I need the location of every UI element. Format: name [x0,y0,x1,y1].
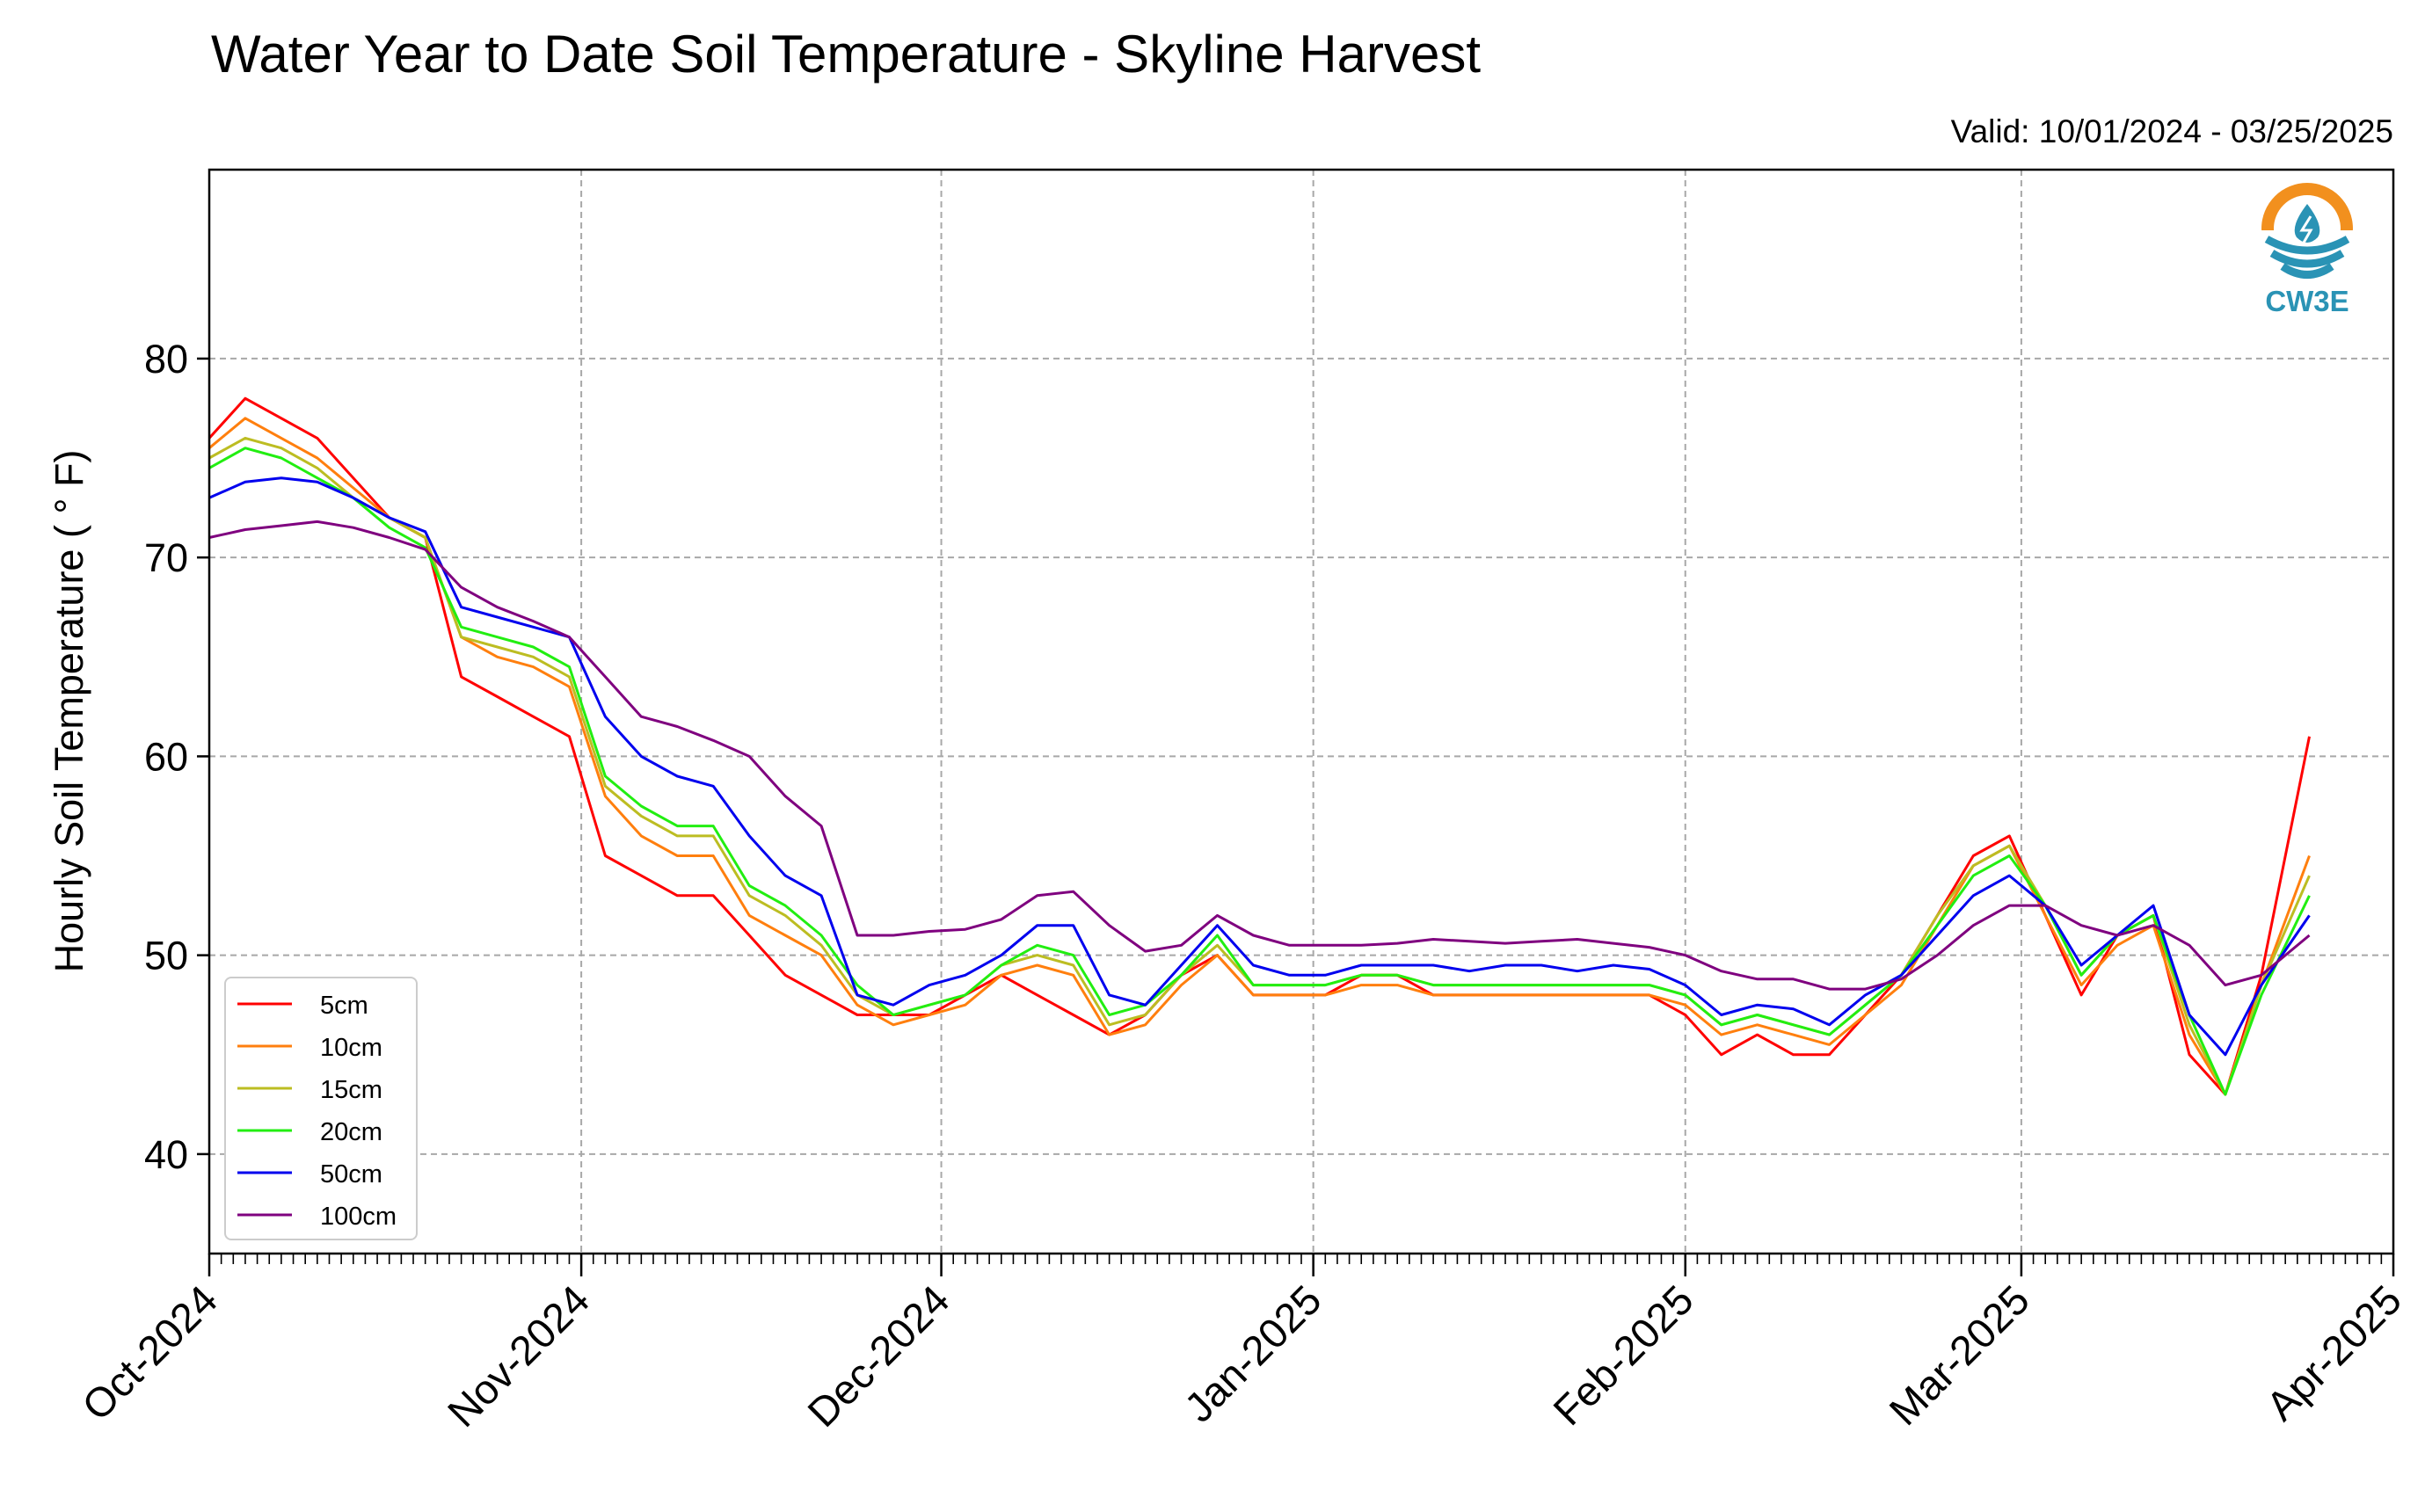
legend-label-100cm: 100cm [320,1203,397,1231]
y-tick-label: 40 [144,1132,188,1177]
cw3e-logo-icon [2261,183,2353,279]
chart-subtitle: Valid: 10/01/2024 - 03/25/2025 [1951,113,2393,149]
cw3e-logo: CW3E [2261,183,2353,317]
chart-title: Water Year to Date Soil Temperature - Sk… [211,25,1481,84]
series-line-100cm [208,520,2311,991]
legend-label-10cm: 10cm [320,1034,382,1062]
legend: 5cm 10cm 15cm 20cm 50cm 100cm [224,977,418,1240]
legend-label-15cm: 15cm [320,1076,382,1104]
cw3e-logo-text: CW3E [2265,285,2349,317]
y-tick-label: 70 [144,535,188,580]
y-tick-label: 50 [144,934,188,978]
series-line-50cm [208,476,2311,1057]
y-axis-label: Hourly Soil Temperature ( ° F) [47,450,91,973]
series-line-20cm [208,447,2311,1096]
y-tick-label: 60 [144,734,188,779]
y-tick-label: 80 [144,337,188,382]
legend-label-50cm: 50cm [320,1160,382,1189]
series-line-10cm [208,417,2311,1096]
legend-label-20cm: 20cm [320,1118,382,1146]
data-series [208,396,2311,1096]
legend-label-5cm: 5cm [320,992,368,1020]
